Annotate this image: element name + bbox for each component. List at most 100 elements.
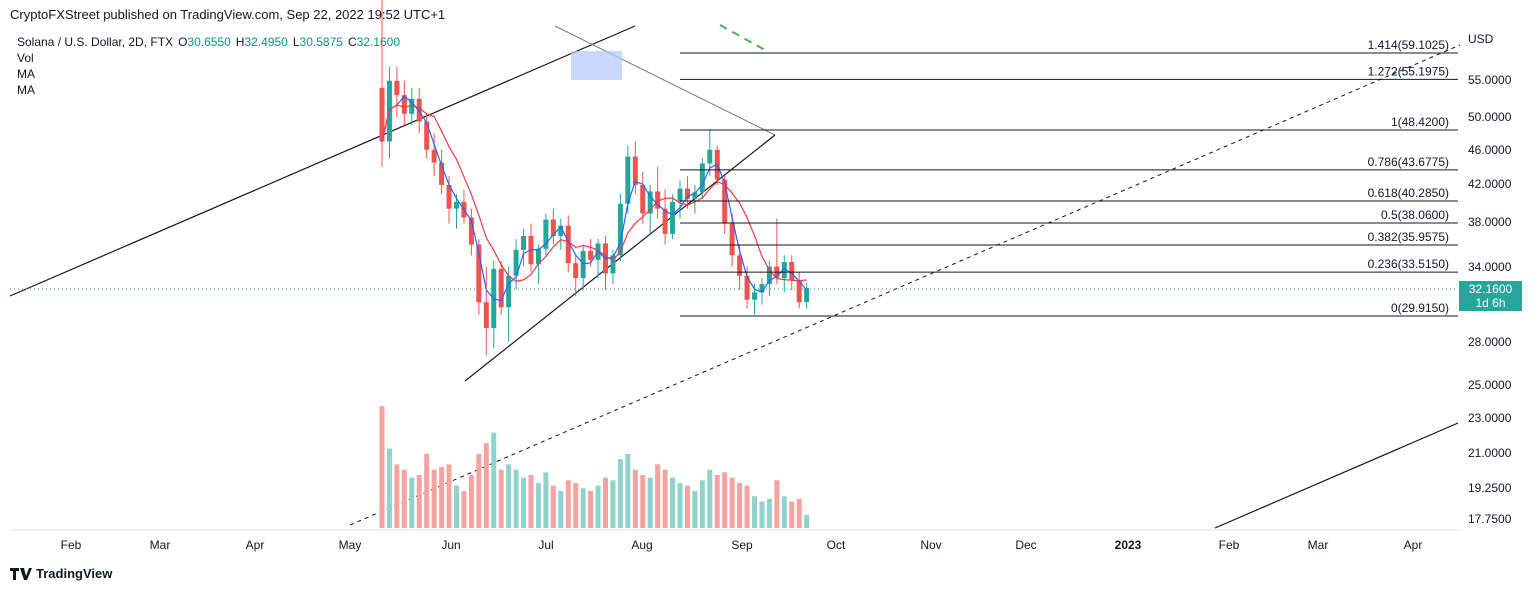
candle-body xyxy=(558,225,564,236)
time-tick-label: Apr xyxy=(246,538,265,552)
volume-bar xyxy=(379,406,385,528)
tradingview-logo-icon xyxy=(10,567,32,580)
legend-open-value: 30.6550 xyxy=(187,35,231,49)
volume-bar xyxy=(774,480,780,528)
volume-bar xyxy=(796,498,802,528)
fib-label-1.414: 1.414(59.1025) xyxy=(1368,38,1449,52)
fib-label-0.236: 0.236(33.5150) xyxy=(1368,257,1449,271)
time-tick-label: Oct xyxy=(827,538,846,552)
candle-body xyxy=(506,275,512,308)
volume-bar xyxy=(528,475,534,528)
volume-bar xyxy=(401,469,407,528)
volume-bar xyxy=(789,501,795,528)
candle-body xyxy=(759,283,765,293)
currency-label: USD xyxy=(1468,32,1494,46)
fib-label-0.618: 0.618(40.2850) xyxy=(1368,186,1449,200)
candle-body xyxy=(677,188,683,202)
volume-bar xyxy=(461,490,467,528)
candle-body xyxy=(439,162,445,185)
volume-bar xyxy=(431,469,437,528)
time-tick-label: Dec xyxy=(1015,538,1036,552)
legend-indicator-ma-2[interactable]: MA xyxy=(17,83,35,97)
time-axis[interactable]: Feb Mar Apr May Jun Jul Aug Sep Oct Nov Dec 2023 Feb… xyxy=(10,529,1460,552)
price-tick-label: 50.0000 xyxy=(1468,110,1512,124)
price-tick-label: 25.0000 xyxy=(1468,378,1512,392)
candle-body xyxy=(573,263,579,279)
volume-bar xyxy=(766,498,772,528)
candle-body xyxy=(588,250,594,260)
ma-fast-line xyxy=(381,95,808,302)
volume-bar xyxy=(483,443,489,528)
candle-body xyxy=(394,80,400,96)
candle-body xyxy=(632,156,638,185)
candle-body xyxy=(707,149,713,164)
fib-label-1.272: 1.272(55.1975) xyxy=(1368,64,1449,78)
candle-body xyxy=(409,98,415,114)
price-tick-label: 17.7500 xyxy=(1468,512,1512,526)
volume-bar xyxy=(737,482,743,528)
trendline-long xyxy=(9,25,636,297)
candle-body xyxy=(729,223,735,256)
candle-body xyxy=(498,268,504,308)
candle-body xyxy=(535,248,541,265)
time-tick-label: Apr xyxy=(1404,538,1423,552)
volume-bars xyxy=(379,406,810,528)
candle-body xyxy=(416,98,422,122)
volume-bar xyxy=(491,432,497,528)
candle-body xyxy=(744,275,750,300)
fib-label-0.382: 0.382(35.9575) xyxy=(1368,230,1449,244)
volume-bar xyxy=(804,514,810,528)
volume-bar xyxy=(640,475,646,528)
volume-bar xyxy=(580,488,586,528)
legend-indicator-ma-1[interactable]: MA xyxy=(17,67,35,81)
bar-countdown: 1d 6h xyxy=(1475,296,1506,310)
volume-bar xyxy=(535,482,541,528)
price-tick-label: 21.0000 xyxy=(1468,446,1512,460)
legend-high-label: H xyxy=(235,35,245,49)
time-tick-label: Nov xyxy=(920,538,941,552)
volume-bar xyxy=(506,464,512,528)
time-tick-label: Feb xyxy=(1219,538,1240,552)
candle-body xyxy=(640,184,646,214)
chart-drawings xyxy=(9,24,1461,529)
legend-indicator-vol[interactable]: Vol xyxy=(17,51,34,65)
volume-bar xyxy=(655,464,661,528)
volume-bar xyxy=(558,490,564,528)
legend-symbol[interactable]: Solana / U.S. Dollar, 2D, FTX xyxy=(17,35,174,49)
time-tick-label: Feb xyxy=(61,538,82,552)
volume-bar xyxy=(588,490,594,528)
time-tick-label: Jul xyxy=(538,538,553,552)
volume-bar xyxy=(409,477,415,528)
volume-bar xyxy=(684,485,690,528)
volume-bar xyxy=(729,477,735,528)
pattern-upper-line xyxy=(554,25,776,136)
candle-body xyxy=(513,249,519,276)
time-tick-label: Mar xyxy=(1308,538,1329,552)
legend-close-label: C xyxy=(347,35,357,49)
volume-bar xyxy=(424,453,430,528)
candle-body xyxy=(521,235,527,250)
legend-open-label: O xyxy=(178,35,188,49)
fib-label-0.786: 0.786(43.6775) xyxy=(1368,155,1449,169)
price-tick-label: 46.0000 xyxy=(1468,143,1512,157)
price-tick-label: 19.2500 xyxy=(1468,481,1512,495)
price-axis[interactable]: USD 55.0000 50.0000 46.0000 42.0000 38.0000 34… xyxy=(1468,32,1512,526)
volume-bar xyxy=(603,477,608,528)
volume-bar xyxy=(498,469,504,528)
price-tick-label: 42.0000 xyxy=(1468,177,1512,191)
price-tick-label: 34.0000 xyxy=(1468,260,1512,274)
last-price-value: 32.1600 xyxy=(1468,282,1513,296)
volume-bar xyxy=(692,490,698,528)
tradingview-logo[interactable]: TradingView xyxy=(10,566,112,581)
candle-body xyxy=(752,292,757,300)
volume-bar xyxy=(677,482,683,528)
candle-body xyxy=(424,121,430,150)
volume-bar xyxy=(513,469,519,528)
volume-bar xyxy=(543,472,549,528)
highlight-box xyxy=(571,51,622,80)
volume-bar xyxy=(595,485,601,528)
volume-bar xyxy=(468,475,474,528)
candle-body xyxy=(699,163,705,193)
legend-symbol-row[interactable]: Solana / U.S. Dollar, 2D, FTX O30.6550 H… xyxy=(17,34,400,50)
